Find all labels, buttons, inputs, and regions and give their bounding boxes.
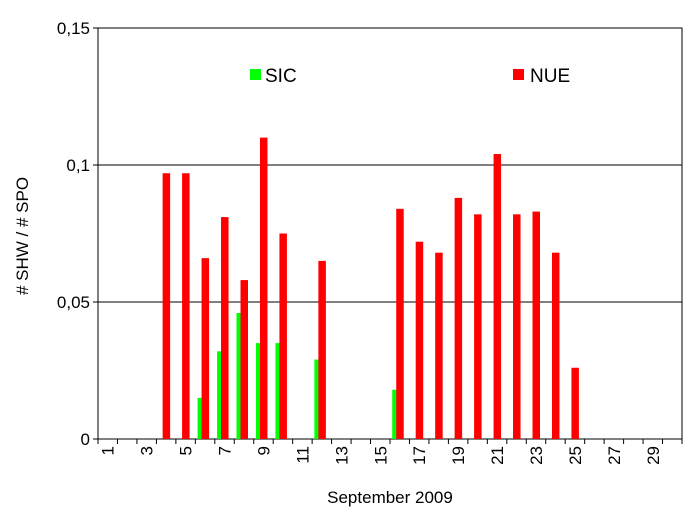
x-tick-label: 13 xyxy=(332,446,351,465)
x-tick-label: 5 xyxy=(177,446,196,455)
bar-nue-8 xyxy=(240,280,248,439)
bar-nue-25 xyxy=(571,367,579,439)
x-axis: 1 3 5 7 9 11 13 15 17 19 21 23 25 27 29 xyxy=(97,439,683,465)
x-tick-label: 27 xyxy=(605,446,624,465)
bar-nue-19 xyxy=(454,197,463,439)
bar-nue-20 xyxy=(474,214,482,439)
y-tick-label: 0,1 xyxy=(66,156,90,175)
bar-nue-18 xyxy=(435,252,443,439)
x-tick-label: 21 xyxy=(488,446,507,465)
bar-sic-10 xyxy=(275,343,283,439)
bar-nue-5 xyxy=(182,173,190,439)
x-tick-label: 29 xyxy=(644,446,663,465)
bar-nue-10 xyxy=(279,233,287,439)
legend-nue: NUE xyxy=(513,66,570,87)
y-tick-label: 0,15 xyxy=(57,19,90,38)
legend-swatch-sic xyxy=(250,69,261,80)
bar-nue-17 xyxy=(415,241,424,439)
x-tick-label: 1 xyxy=(99,446,118,455)
bar-sic-8 xyxy=(236,312,244,439)
gridlines xyxy=(98,164,682,303)
bar-nue-22 xyxy=(513,214,521,439)
legend-label-nue: NUE xyxy=(530,66,570,87)
bar-nue-23 xyxy=(532,211,540,439)
bar-sic-9 xyxy=(255,343,264,439)
x-tick-label: 11 xyxy=(293,446,312,464)
bar-sic-7 xyxy=(217,351,225,439)
y-tick-label: 0,05 xyxy=(57,293,90,312)
x-tick-label: 3 xyxy=(138,446,157,455)
bar-nue-24 xyxy=(551,252,560,439)
y-tick-label: 0 xyxy=(81,430,90,449)
x-tick-label: 15 xyxy=(371,446,390,465)
x-tick-label: 9 xyxy=(254,446,273,455)
legend-sic: SIC xyxy=(250,66,297,87)
x-axis-title: September 2009 xyxy=(327,488,453,507)
legend-swatch-nue xyxy=(513,69,524,80)
bar-sic-12 xyxy=(314,359,322,439)
bar-nue-4 xyxy=(162,173,171,439)
y-axis: 0 0,05 0,1 0,15 xyxy=(57,19,98,449)
x-tick-label: 25 xyxy=(566,446,585,465)
bars xyxy=(162,137,579,440)
bar-nue-7 xyxy=(221,217,229,439)
bar-nue-9 xyxy=(259,137,268,439)
legend-label-sic: SIC xyxy=(265,66,297,87)
bar-nue-6 xyxy=(201,258,210,439)
bar-sic-6 xyxy=(197,397,206,439)
x-tick-label: 19 xyxy=(449,446,468,465)
bar-nue-21 xyxy=(493,154,502,440)
x-tick-label: 17 xyxy=(410,446,429,465)
bar-nue-16 xyxy=(396,208,404,439)
bar-nue-12 xyxy=(318,260,326,439)
plot-area xyxy=(97,27,683,440)
x-tick-label: 7 xyxy=(216,446,235,455)
bar-sic-16 xyxy=(392,389,400,439)
x-tick-label: 23 xyxy=(527,446,546,465)
y-axis-title: # SHW / # SPO xyxy=(13,177,32,295)
